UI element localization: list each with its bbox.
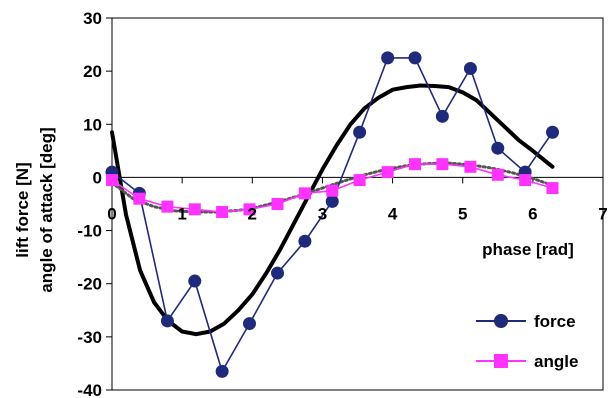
legend-angle-label: angle — [534, 352, 578, 371]
y-tick-label: 20 — [83, 62, 102, 81]
plot-area-frame — [111, 17, 604, 391]
y-tick-label: -10 — [77, 222, 102, 241]
angle-point — [546, 182, 559, 195]
force-point — [242, 317, 256, 331]
angle-point — [161, 200, 174, 213]
y-axis-label-line-1: lift force [N] — [13, 162, 32, 257]
y-axis-label-line-2: angle of attack [deg] — [37, 127, 56, 292]
angle-point — [133, 192, 146, 205]
y-tick-label: -30 — [77, 328, 102, 347]
legend: force angle — [476, 312, 578, 371]
angle-point — [298, 187, 311, 200]
angle-point — [519, 174, 532, 187]
x-tick-label: 6 — [528, 204, 537, 223]
y-tick-label: 30 — [83, 9, 102, 28]
angle-point — [326, 184, 339, 197]
force-point — [435, 109, 449, 123]
x-tick-label: 2 — [248, 204, 257, 223]
series-layer — [105, 51, 559, 378]
x-tick-label: 0 — [107, 204, 116, 223]
force-trendline — [110, 83, 555, 337]
angle-point — [106, 174, 118, 187]
force-point — [160, 314, 174, 328]
force-point — [271, 266, 285, 280]
force-point — [381, 51, 395, 65]
force-point — [325, 194, 339, 208]
angle-point — [353, 174, 366, 187]
force-point — [463, 61, 477, 75]
angle-point — [216, 205, 229, 218]
angle-point — [464, 160, 477, 173]
force-point — [491, 141, 505, 155]
legend-force-label: force — [534, 312, 576, 331]
angle-trendline — [110, 161, 554, 214]
x-axis-label: phase [rad] — [482, 240, 574, 259]
angle-point — [409, 158, 422, 171]
force-point — [353, 125, 367, 139]
force-point — [188, 274, 202, 288]
x-tick-label: 4 — [388, 204, 398, 223]
tick-label-layer: -40 -30 -20 -10 0 10 20 30 0 1 2 3 4 5 6 7 — [77, 9, 607, 398]
angle-point — [436, 158, 449, 171]
angle-point — [271, 198, 284, 210]
y-tick-label: 10 — [83, 115, 102, 134]
x-tick-label: 5 — [458, 204, 467, 223]
y-tick-label: 0 — [93, 168, 102, 187]
force-point — [215, 364, 229, 378]
y-tick-label: -20 — [77, 275, 102, 294]
angle-point — [188, 203, 201, 216]
angle-point — [491, 168, 504, 181]
x-tick-label: 7 — [598, 204, 607, 223]
angle-point — [381, 166, 394, 179]
legend-angle-marker — [494, 354, 508, 368]
force-point — [408, 51, 422, 65]
y-tick-label: -40 — [77, 381, 102, 398]
force-point — [545, 125, 559, 139]
trendline-layer — [110, 83, 555, 337]
x-tick-label: 1 — [177, 204, 186, 223]
x-tick-label: 3 — [318, 204, 327, 223]
legend-force-marker — [494, 314, 508, 328]
force-point — [298, 234, 312, 248]
angle-point — [243, 203, 256, 216]
